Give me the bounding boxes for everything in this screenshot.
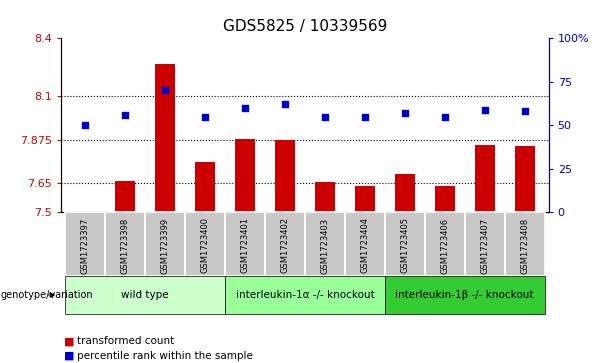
Bar [195,162,215,212]
Text: GSM1723401: GSM1723401 [240,217,249,273]
Point [480,107,490,113]
Bar [395,174,415,212]
Point [240,105,250,111]
Point [320,114,330,119]
Bar [305,212,345,276]
Text: ■: ■ [64,351,75,361]
Text: GSM1723404: GSM1723404 [360,217,370,273]
Text: GSM1723400: GSM1723400 [200,217,210,273]
Bar [315,182,335,212]
Bar [345,212,385,276]
Bar [185,212,225,276]
Point [160,87,170,93]
Text: transformed count: transformed count [77,336,174,346]
Bar [225,212,265,276]
Bar [235,139,255,212]
Text: GSM1723402: GSM1723402 [281,217,289,273]
Bar [355,185,375,212]
Point [440,114,450,119]
Bar [465,212,504,276]
Point [520,109,530,114]
Text: GSM1723397: GSM1723397 [81,217,89,274]
Text: interleukin-1α -/- knockout: interleukin-1α -/- knockout [235,290,375,300]
Bar [265,212,305,276]
Bar [155,64,175,212]
Text: GSM1723405: GSM1723405 [400,217,409,273]
Bar [145,212,185,276]
Bar [275,140,295,212]
Bar [504,212,544,276]
Text: GSM1723398: GSM1723398 [121,217,130,274]
Bar [225,276,385,314]
Bar [385,212,425,276]
Point [280,101,290,107]
Text: GSM1723407: GSM1723407 [480,217,489,274]
Text: GSM1723408: GSM1723408 [520,217,529,274]
Point [200,114,210,119]
Point [400,110,409,116]
Bar [474,145,495,212]
Text: wild type: wild type [121,290,169,300]
Bar [66,212,105,276]
Point [120,112,130,118]
Bar [105,212,145,276]
Bar [66,276,225,314]
Text: genotype/variation: genotype/variation [1,290,93,300]
Bar [435,187,455,212]
Bar [515,146,535,212]
Bar [115,181,135,212]
FancyArrowPatch shape [49,293,54,297]
Title: GDS5825 / 10339569: GDS5825 / 10339569 [223,19,387,34]
Point [80,122,90,128]
Bar [425,212,465,276]
Text: GSM1723403: GSM1723403 [321,217,329,274]
Bar [385,276,544,314]
Text: percentile rank within the sample: percentile rank within the sample [77,351,253,361]
Text: interleukin-1β -/- knockout: interleukin-1β -/- knockout [395,290,534,300]
Point [360,114,370,119]
Text: ■: ■ [64,336,75,346]
Text: GSM1723406: GSM1723406 [440,217,449,274]
Text: GSM1723399: GSM1723399 [161,217,170,274]
